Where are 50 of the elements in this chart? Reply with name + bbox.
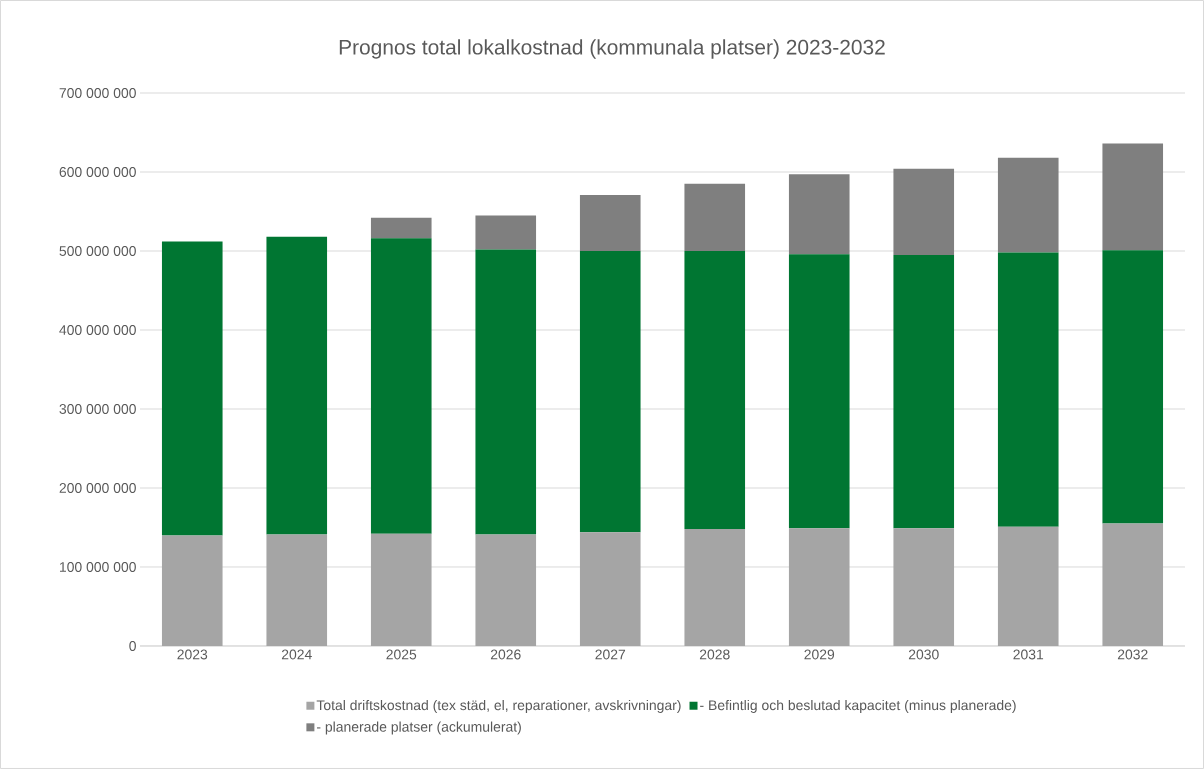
- bar: [475, 534, 537, 646]
- bar: [579, 194, 641, 251]
- bar: [161, 535, 223, 646]
- bar: [893, 528, 955, 646]
- legend-label: Total driftskostnad (tex städ, el, reparationer, avskrivningar): [316, 699, 681, 713]
- legend-label: - Befintlig och beslutad kapacitet (minus planerade): [700, 699, 1016, 713]
- legend-label: - planerade platser (ackumulerat): [317, 721, 521, 735]
- bar: [161, 241, 223, 536]
- y-tick-label: 500 000 000: [59, 246, 136, 256]
- y-tick-label: 100 000 000: [59, 562, 136, 572]
- bar: [997, 252, 1059, 527]
- bar: [475, 215, 537, 250]
- y-tick-label: 400 000 000: [59, 325, 136, 335]
- y-tick-label: 300 000 000: [59, 404, 136, 414]
- x-tick-label: 2027: [595, 649, 626, 660]
- bar: [684, 250, 746, 530]
- bar: [788, 528, 850, 646]
- bar: [788, 174, 850, 255]
- bar: [1102, 143, 1164, 251]
- bar: [579, 532, 641, 646]
- bar: [684, 529, 746, 646]
- y-tick-label: 700 000 000: [59, 88, 136, 98]
- bar: [788, 254, 850, 529]
- x-tick-label: 2028: [699, 649, 730, 660]
- bar: [266, 534, 328, 646]
- x-tick-label: 2024: [281, 649, 312, 660]
- x-tick-label: 2031: [1013, 649, 1044, 660]
- x-tick-label: 2026: [490, 649, 521, 660]
- bar: [370, 533, 432, 646]
- bar: [370, 217, 432, 239]
- y-tick-label: 0: [129, 641, 136, 651]
- x-tick-label: 2025: [386, 649, 417, 660]
- bar: [1102, 250, 1164, 524]
- chart-title: Prognos total lokalkostnad (kommunala platser) 2023-2032: [339, 39, 885, 59]
- bar: [266, 236, 328, 535]
- bar: [893, 168, 955, 255]
- bar: [893, 254, 955, 529]
- bar: [997, 157, 1059, 253]
- bar: [579, 250, 641, 533]
- y-tick-label: 600 000 000: [59, 167, 136, 177]
- x-tick-label: 2029: [804, 649, 835, 660]
- bar: [684, 183, 746, 251]
- bar: [370, 238, 432, 534]
- x-tick-label: 2032: [1117, 649, 1148, 660]
- y-tick-label: 200 000 000: [59, 483, 136, 493]
- x-tick-label: 2030: [908, 649, 939, 660]
- bar: [1102, 523, 1164, 646]
- bar: [997, 526, 1059, 646]
- bar: [475, 249, 537, 535]
- x-tick-label: 2023: [177, 649, 208, 660]
